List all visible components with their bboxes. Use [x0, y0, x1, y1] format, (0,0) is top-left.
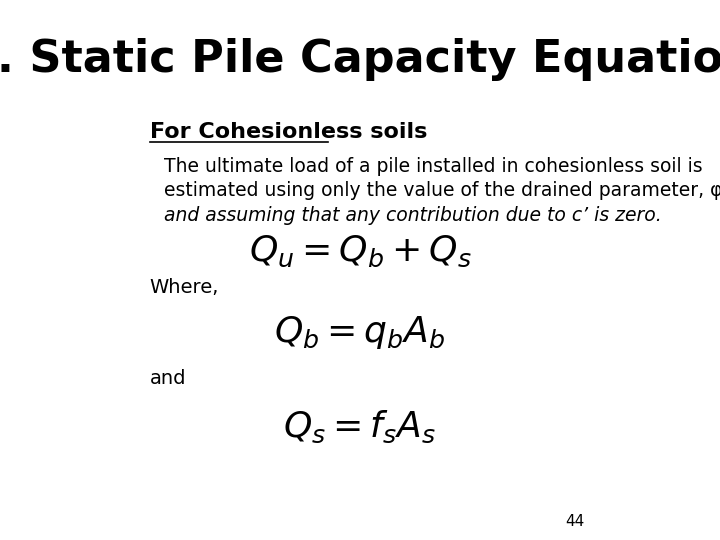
Text: $Q_u = Q_b +Q_s$: $Q_u = Q_b +Q_s$: [248, 233, 472, 269]
Text: estimated using only the value of the drained parameter, φ′,: estimated using only the value of the dr…: [164, 181, 720, 200]
Text: The ultimate load of a pile installed in cohesionless soil is: The ultimate load of a pile installed in…: [164, 157, 703, 176]
Text: and assuming that any contribution due to c’ is zero.: and assuming that any contribution due t…: [164, 206, 662, 225]
Text: and: and: [150, 368, 186, 388]
Text: 1. Static Pile Capacity Equation: 1. Static Pile Capacity Equation: [0, 38, 720, 81]
Text: $Q_s = f_s A_s$: $Q_s = f_s A_s$: [284, 408, 436, 445]
Text: 44: 44: [566, 514, 585, 529]
Text: For Cohesionless soils: For Cohesionless soils: [150, 122, 427, 141]
Text: $Q_b = q_b A_b$: $Q_b = q_b A_b$: [274, 314, 446, 350]
Text: Where,: Where,: [150, 278, 219, 297]
